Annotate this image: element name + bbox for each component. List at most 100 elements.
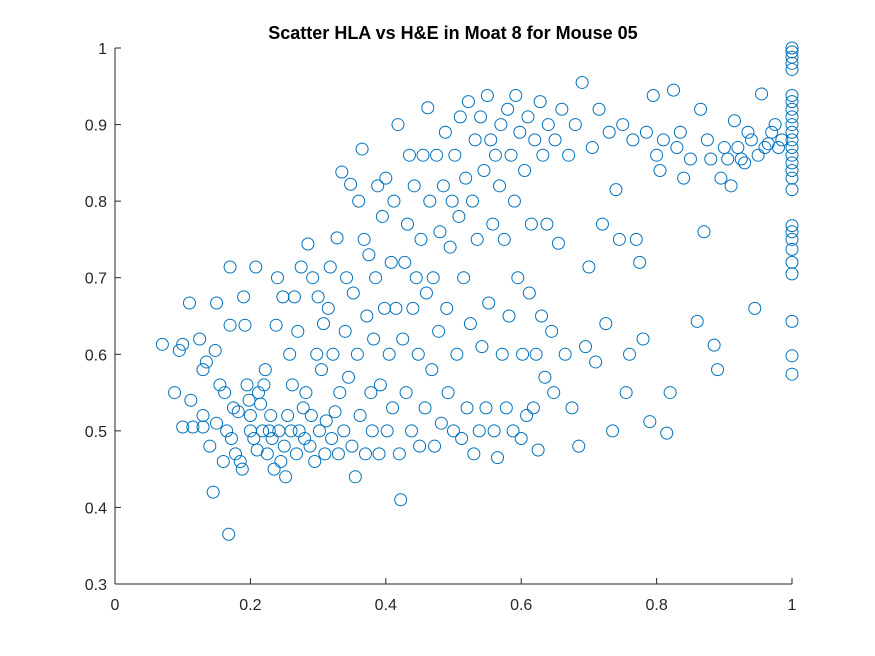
data-point	[497, 232, 511, 246]
data-point	[409, 271, 423, 285]
data-point	[400, 217, 414, 231]
data-point	[785, 183, 799, 197]
data-point	[690, 314, 704, 328]
data-point	[582, 260, 596, 274]
data-point	[330, 231, 344, 245]
data-point	[633, 255, 647, 269]
data-point	[771, 141, 785, 155]
data-point	[333, 386, 347, 400]
data-point	[467, 447, 481, 461]
data-point	[365, 424, 379, 438]
data-point	[479, 401, 493, 415]
data-point	[317, 317, 331, 331]
y-tick-label: 0.6	[85, 347, 107, 364]
data-point	[318, 447, 332, 461]
data-points	[155, 41, 799, 541]
data-point	[460, 401, 474, 415]
data-point	[636, 332, 650, 346]
data-point	[785, 110, 799, 124]
data-point	[448, 148, 462, 162]
data-point	[452, 209, 466, 223]
x-tick-label: 0.8	[645, 597, 667, 614]
data-point	[375, 209, 389, 223]
data-point	[751, 148, 765, 162]
data-point	[748, 301, 762, 315]
data-point	[785, 156, 799, 170]
data-point	[488, 148, 502, 162]
data-point	[585, 141, 599, 155]
data-point	[538, 370, 552, 384]
data-point	[258, 363, 272, 377]
y-tick-label: 0.3	[85, 577, 107, 594]
data-point	[568, 118, 582, 132]
data-point	[193, 332, 207, 346]
data-point	[358, 447, 372, 461]
data-point	[785, 349, 799, 363]
data-point	[785, 56, 799, 70]
data-point	[785, 50, 799, 64]
data-point	[303, 439, 317, 453]
data-point	[445, 194, 459, 208]
data-point	[216, 454, 230, 468]
data-point	[364, 386, 378, 400]
data-point	[369, 271, 383, 285]
data-point	[785, 148, 799, 162]
data-point	[172, 343, 186, 357]
data-point	[785, 133, 799, 147]
data-point	[461, 95, 475, 109]
data-point	[785, 225, 799, 239]
data-point	[785, 219, 799, 233]
data-point	[348, 470, 362, 484]
data-point	[514, 432, 528, 446]
data-point	[518, 164, 532, 178]
data-point	[196, 363, 210, 377]
data-point	[414, 232, 428, 246]
data-point	[677, 171, 691, 185]
data-point	[643, 415, 657, 429]
data-point	[493, 179, 507, 193]
data-point	[450, 347, 464, 361]
data-point	[501, 102, 515, 116]
data-point	[372, 447, 386, 461]
data-point	[176, 420, 190, 434]
data-point	[281, 409, 295, 423]
data-point	[738, 156, 752, 170]
data-point	[727, 114, 741, 128]
data-point	[168, 386, 182, 400]
data-point	[470, 232, 484, 246]
data-point	[402, 148, 416, 162]
data-point	[697, 225, 711, 239]
data-point	[357, 232, 371, 246]
data-point	[758, 141, 772, 155]
data-point	[558, 347, 572, 361]
data-point	[284, 424, 298, 438]
data-point	[459, 171, 473, 185]
data-point	[660, 426, 674, 440]
data-point	[541, 118, 555, 132]
data-point	[721, 152, 735, 166]
x-ticks: 0 0.2 0.4 0.6 0.8 1	[111, 578, 797, 614]
data-point	[223, 260, 237, 274]
data-point	[653, 164, 667, 178]
data-point	[511, 271, 525, 285]
y-tick-label: 0.4	[85, 500, 107, 517]
data-point	[440, 301, 454, 315]
data-point	[579, 340, 593, 354]
data-point	[257, 378, 271, 392]
data-point	[486, 217, 500, 231]
data-point	[494, 118, 508, 132]
data-point	[249, 260, 263, 274]
data-point	[277, 439, 291, 453]
data-point	[499, 401, 513, 415]
data-point	[231, 405, 245, 419]
data-point	[325, 432, 339, 446]
data-point	[220, 424, 234, 438]
data-point	[480, 88, 494, 102]
y-tick-label: 1	[98, 41, 107, 58]
data-point	[176, 337, 190, 351]
data-point	[656, 133, 670, 147]
data-point	[276, 290, 290, 304]
data-point	[785, 45, 799, 59]
data-point	[196, 420, 210, 434]
